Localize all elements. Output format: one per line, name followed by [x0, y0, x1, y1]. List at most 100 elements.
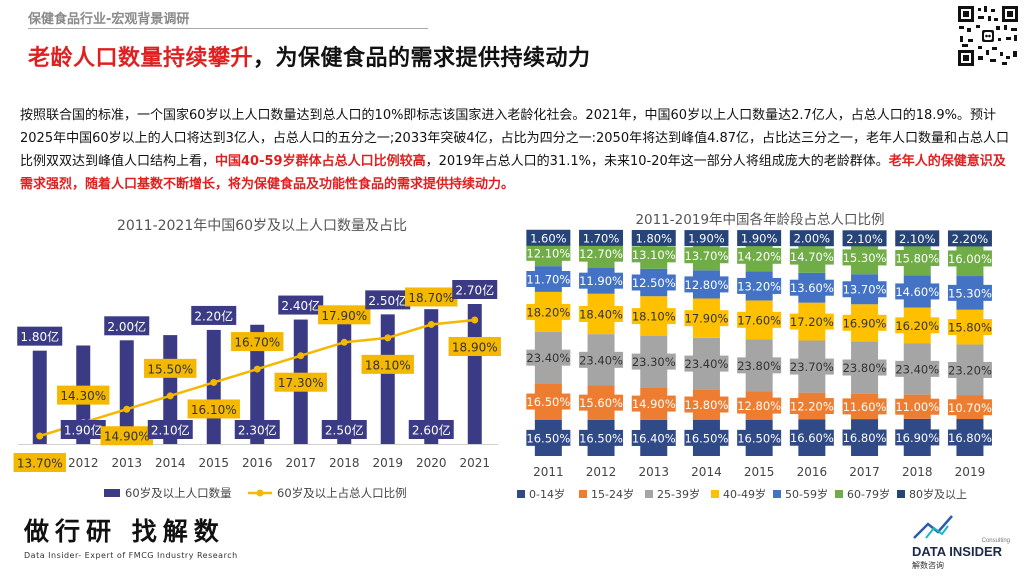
- legend-label-1: 15-24岁: [591, 487, 634, 501]
- segment-2015-1-label-box: [737, 397, 782, 414]
- chart-title: 2011-2021年中国60岁及以上人口数量及占比: [117, 218, 407, 234]
- segment-2016-3-label: 17.20%: [790, 315, 834, 329]
- segment-2014-5-label: 13.70%: [685, 249, 729, 263]
- bar-label-2013: 2.00亿: [107, 319, 146, 334]
- x-tick-2017: 2017: [849, 465, 880, 479]
- segment-2019-4-label: 15.30%: [948, 286, 992, 300]
- segment-2015-1-label: 12.80%: [737, 399, 781, 413]
- legend-label-2: 25-39岁: [657, 487, 700, 501]
- ratio-label-2017: 17.30%: [278, 376, 324, 390]
- legend-swatch-point: [256, 489, 264, 497]
- bar-2018: [337, 314, 352, 444]
- segment-2018-6-label-box: [895, 230, 940, 247]
- bar-label-2012: 1.90亿: [64, 423, 103, 438]
- segment-2011-6-label: 1.60%: [530, 231, 567, 245]
- segment-2016-6-label-box: [789, 230, 834, 247]
- segment-2012-1-label-box: [579, 394, 624, 411]
- segment-2018-3-label: 16.20%: [895, 319, 939, 333]
- segment-2014-6-label-box: [684, 230, 729, 247]
- segment-2017-5-label-box: [842, 249, 887, 266]
- segment-2016-0-label-box: [789, 429, 834, 446]
- bar-label-2014-box: [147, 420, 193, 439]
- legend-label-3: 40-49岁: [723, 487, 766, 501]
- page-title: 老龄人口数量持续攀升，为保健食品的需求提供持续动力: [28, 40, 591, 72]
- legend-swatch-3: [711, 490, 719, 498]
- segment-2019-5-label: 16.00%: [948, 252, 992, 266]
- segment-2019-5-label-box: [947, 250, 992, 267]
- ratio-label-2020: 18.70%: [408, 291, 454, 305]
- segment-2014-2-label-box: [684, 355, 729, 372]
- legend-label-5: 60-79岁: [847, 487, 890, 501]
- ratio-label-2017-box: [274, 372, 327, 392]
- x-tick-2020: 2020: [416, 456, 447, 470]
- segment-2014-6-label: 1.90%: [688, 232, 725, 246]
- segment-2016-5-label-box: [789, 248, 834, 265]
- ratio-label-2014: 15.50%: [147, 362, 193, 376]
- bar-2015: [206, 329, 221, 444]
- segment-2018-2-label-box: [895, 360, 940, 377]
- legend-label-line: 60岁及以上占总人口比例: [277, 486, 407, 500]
- segment-2015-0-label-box: [737, 429, 782, 446]
- legend-swatch-5: [835, 490, 843, 498]
- bar-label-2018-box: [321, 420, 367, 439]
- segment-2016-4-label: 13.60%: [790, 281, 834, 295]
- ratio-label-2021-box: [448, 337, 501, 356]
- segment-2018-1-label-box: [895, 398, 940, 415]
- segment-2017-6-label: 2.10%: [846, 232, 883, 246]
- legend-swatch-6: [897, 490, 905, 498]
- segment-2011-1-label: 16.50%: [526, 395, 570, 409]
- segment-2012-1-label: 15.60%: [579, 396, 623, 410]
- segment-2018-0-label-box: [895, 429, 940, 446]
- segment-2012-0-label-box: [579, 429, 624, 446]
- segment-2019-3-label-box: [947, 319, 992, 336]
- segment-2017-4-label: 13.70%: [843, 283, 887, 297]
- intro-text-2: ，2019年占总人口的31.1%，未来10-20年这一部分人将组成庞大的老龄群体…: [425, 154, 889, 169]
- legend-label-4: 50-59岁: [785, 487, 828, 501]
- segment-2015-2-label-box: [737, 357, 782, 374]
- segment-2018-0-label: 16.90%: [895, 431, 939, 445]
- bar-label-2020: 2.60亿: [412, 423, 451, 438]
- bar-label-2016-box: [234, 420, 280, 439]
- segment-2013-6-label-box: [631, 229, 676, 246]
- ratio-label-2018-box: [318, 305, 371, 325]
- elderly-population-chart-svg: 2011-2021年中国60岁及以上人口数量及占比201120122013201…: [13, 218, 501, 500]
- x-tick-2019: 2019: [955, 465, 986, 479]
- bar-2013: [119, 340, 134, 444]
- segment-2017-2-label-box: [842, 359, 887, 376]
- logo-consulting: Consulting: [982, 538, 1010, 544]
- segment-2016-2-label: 23.70%: [790, 360, 834, 374]
- segment-2012-4-label-box: [579, 272, 624, 289]
- ratio-label-2019: 18.10%: [365, 358, 411, 372]
- ratio-label-2020-box: [405, 287, 458, 307]
- segment-2019-6-label: 2.20%: [952, 232, 989, 246]
- x-tick-2014: 2014: [155, 456, 186, 470]
- bar-label-2021-box: [452, 280, 498, 299]
- segment-2019-1-label-box: [947, 399, 992, 416]
- segment-2018-2-label: 23.40%: [895, 362, 939, 376]
- x-tick-2013: 2013: [111, 456, 142, 470]
- segment-2012-3-label: 18.40%: [579, 307, 623, 321]
- segment-2014-1-label-box: [684, 396, 729, 413]
- segment-2011-4-label-box: [526, 271, 571, 288]
- bar-label-2011: 1.80亿: [20, 329, 59, 344]
- segment-2019-3-label: 15.80%: [948, 321, 992, 335]
- bar-label-2019: 2.50亿: [368, 293, 407, 308]
- segment-2011-0-label: 16.50%: [526, 431, 570, 445]
- segment-2019-2-label: 23.20%: [948, 363, 992, 377]
- bar-label-2018: 2.50亿: [325, 423, 364, 438]
- segment-2014-0-label-box: [684, 429, 729, 446]
- legend-swatch-1: [579, 490, 587, 498]
- segment-2018-6-label: 2.10%: [899, 232, 936, 246]
- segment-2013-5-label-box: [631, 246, 676, 263]
- bar-label-2012-box: [60, 420, 106, 439]
- segment-2015-6-label: 1.90%: [741, 232, 778, 246]
- ratio-label-2013-box: [100, 426, 153, 446]
- segment-2013-1-label: 14.90%: [632, 397, 676, 411]
- segment-2016-3-label-box: [789, 313, 834, 330]
- bar-label-2020-box: [408, 420, 454, 439]
- ratio-label-2012-box: [57, 385, 110, 405]
- segment-2013-1-label-box: [631, 395, 676, 412]
- intro-text-1: 按照联合国的标准，一个国家60岁以上人口数量达到总人口的10%即标志该国家进入老…: [20, 108, 1010, 169]
- segment-2015-3-label-box: [737, 311, 782, 328]
- age-structure-chart-svg: 2011-2019年中国各年龄段占总人口比例 16.50% 16.50% 23.40%…: [517, 212, 992, 501]
